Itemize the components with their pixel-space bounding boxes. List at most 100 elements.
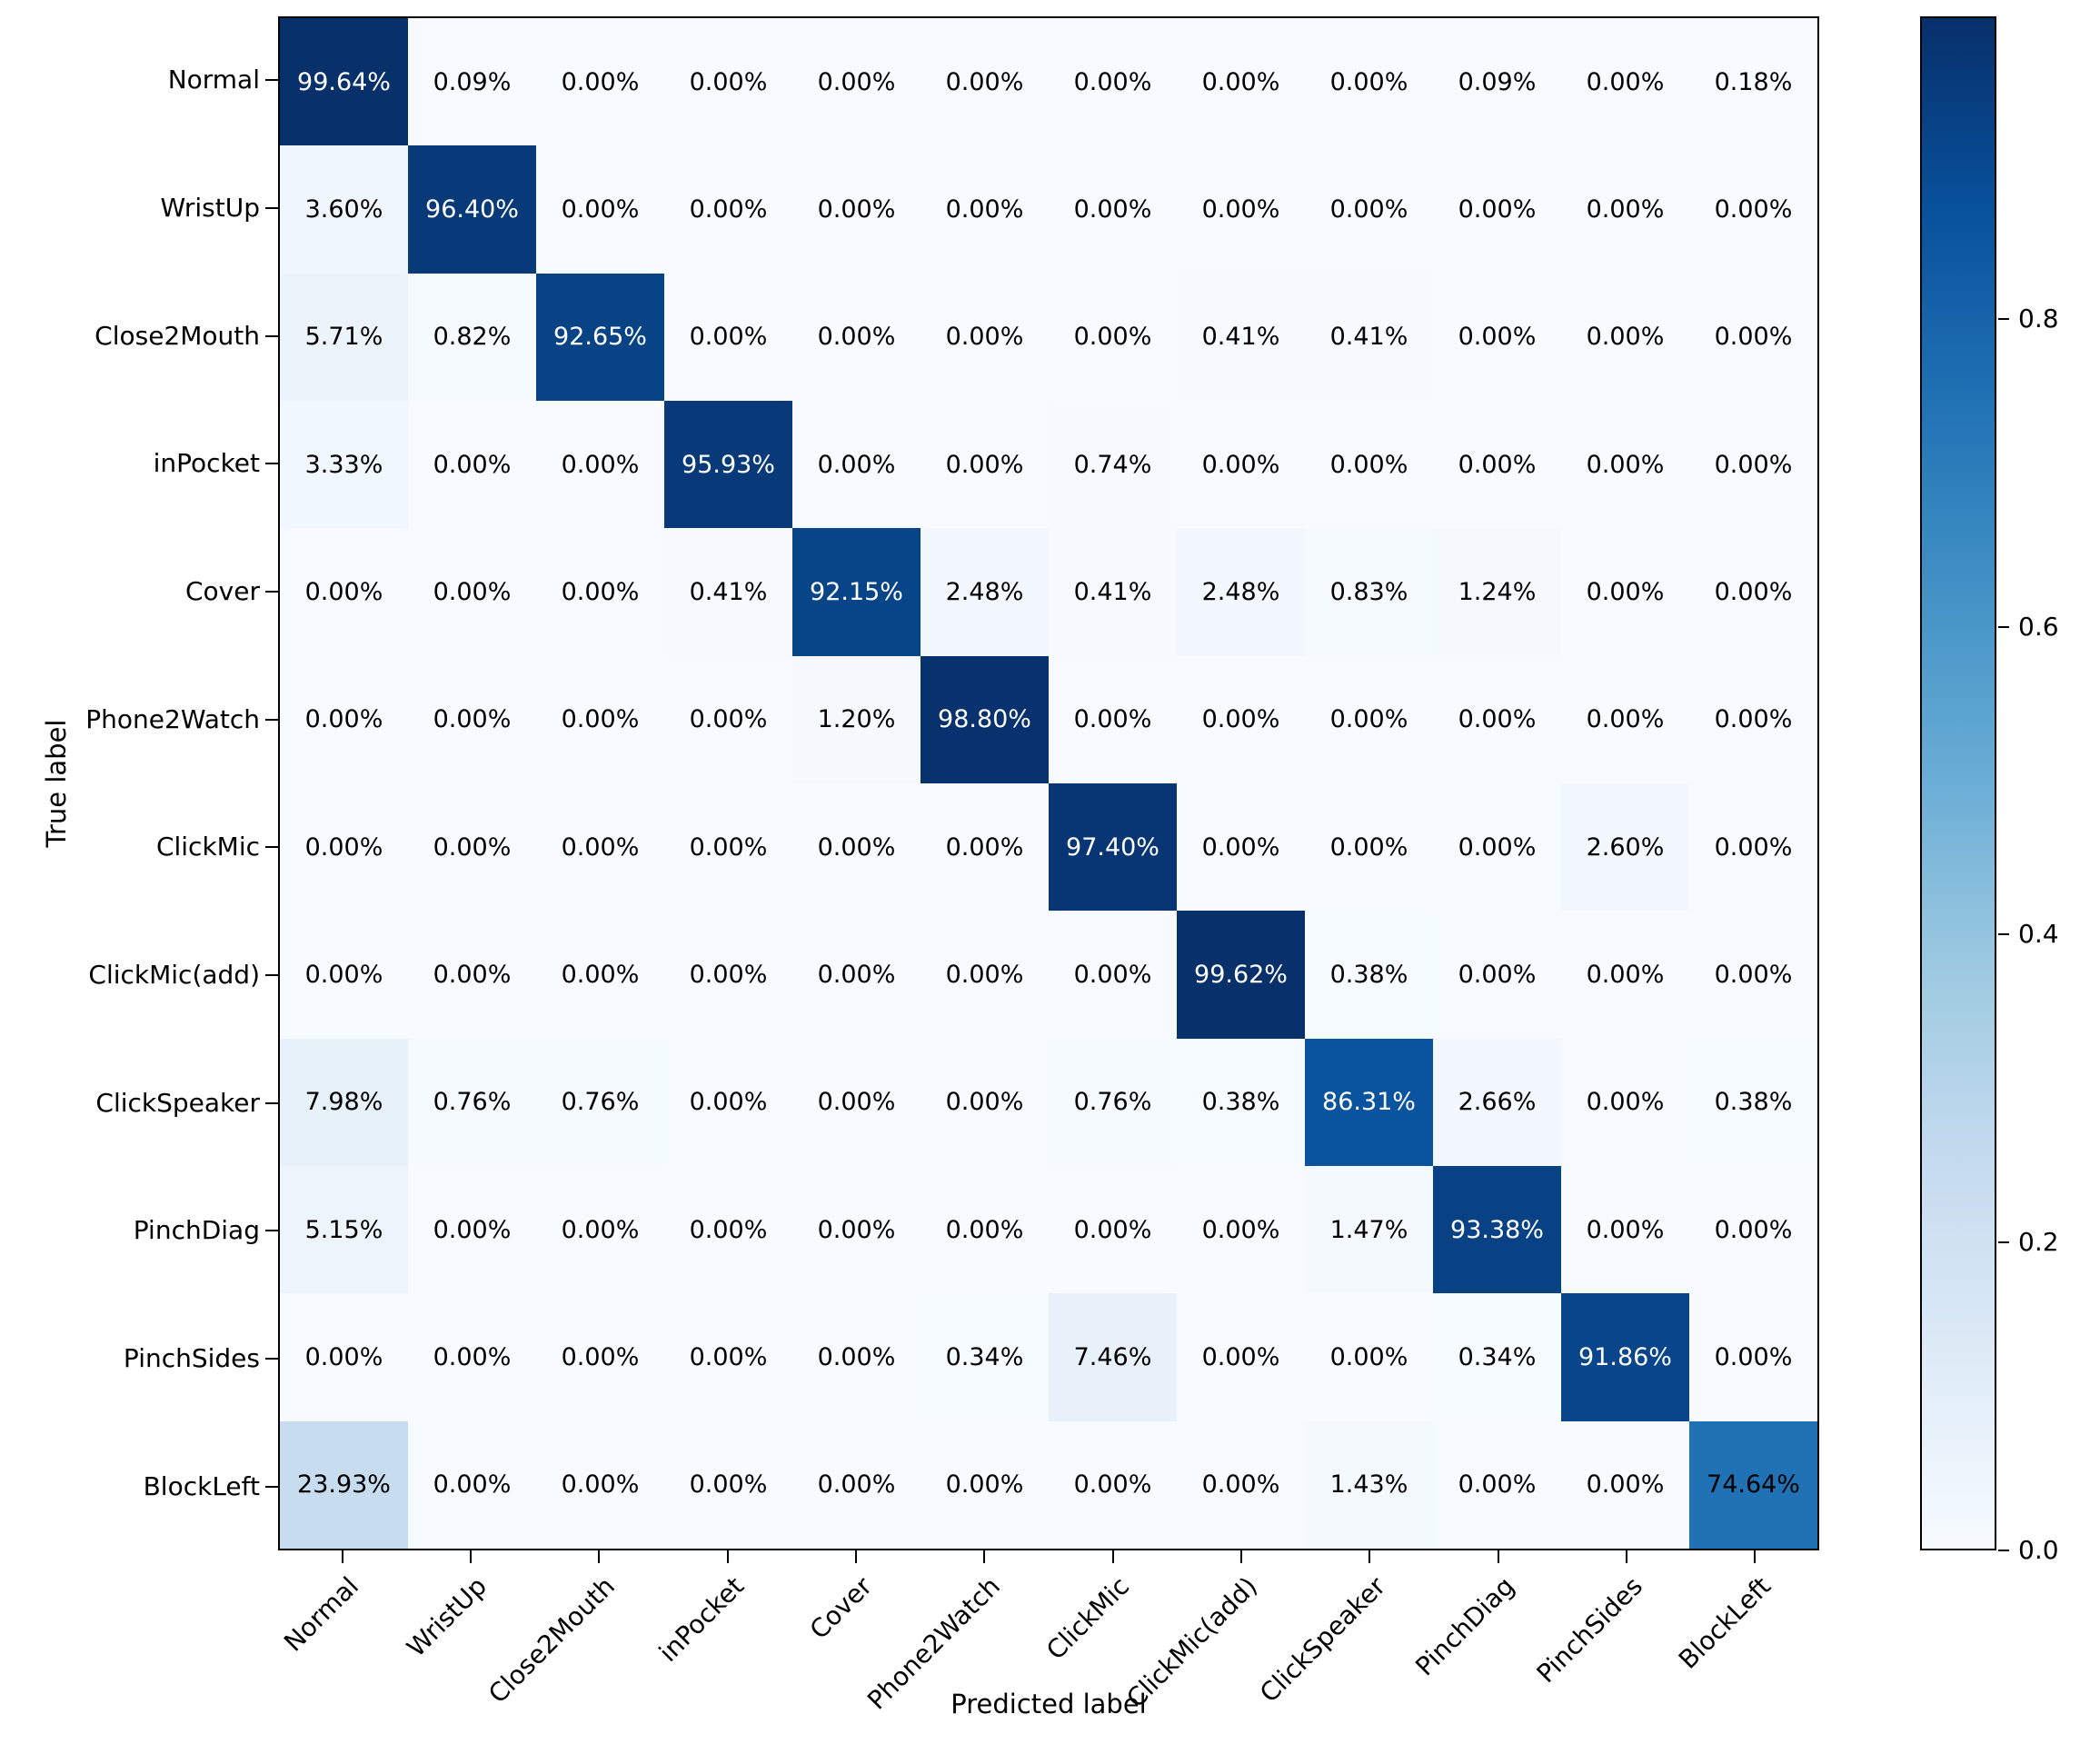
heatmap-cell: 0.00%: [792, 1293, 921, 1421]
y-tick-label: Cover: [185, 576, 260, 606]
heatmap-cell: 0.00%: [1049, 273, 1177, 401]
colorbar: [1920, 16, 1996, 1550]
y-tick-mark: [265, 718, 278, 721]
heatmap-cell: 99.64%: [280, 18, 408, 146]
heatmap-cell: 96.40%: [408, 145, 536, 274]
heatmap-cell: 0.00%: [1305, 145, 1433, 274]
heatmap-cell: 0.00%: [921, 911, 1049, 1039]
heatmap-cell: 0.00%: [536, 782, 664, 912]
colorbar-tick-label: 0.8: [2018, 303, 2059, 334]
y-tick-label: ClickMic: [155, 832, 260, 862]
heatmap-cell: 0.09%: [1433, 18, 1561, 146]
colorbar-tick-mark: [1998, 1241, 2009, 1244]
y-tick-label: Normal: [167, 65, 260, 95]
heatmap-cell: 0.00%: [792, 911, 921, 1039]
heatmap-cell: 2.48%: [1177, 528, 1305, 656]
heatmap-cell: 0.00%: [921, 145, 1049, 274]
heatmap-cell: 0.00%: [536, 400, 664, 529]
colorbar-tick-label: 0.0: [2018, 1535, 2059, 1565]
heatmap-cell: 0.00%: [280, 911, 408, 1039]
heatmap-cell: 0.00%: [1433, 655, 1561, 783]
colorbar-tick-mark: [1998, 625, 2009, 628]
heatmap-cell: 0.00%: [1561, 528, 1689, 656]
heatmap-cell: 0.00%: [1689, 145, 1817, 274]
heatmap-cell: 0.00%: [1433, 400, 1561, 529]
heatmap-cell: 0.00%: [408, 1165, 536, 1294]
heatmap-cell: 0.76%: [408, 1038, 536, 1166]
heatmap-cell: 0.00%: [792, 18, 921, 146]
heatmap-cell: 0.00%: [536, 18, 664, 146]
heatmap-cell: 0.00%: [664, 782, 792, 912]
heatmap-cell: 0.00%: [664, 911, 792, 1039]
heatmap-cell: 7.46%: [1049, 1293, 1177, 1421]
heatmap-cell: 0.00%: [1049, 655, 1177, 783]
x-tick-mark: [1497, 1550, 1499, 1563]
heatmap-cell: 0.00%: [1561, 911, 1689, 1039]
heatmap-cell: 3.60%: [280, 145, 408, 274]
x-tick-mark: [855, 1550, 857, 1563]
heatmap-cell: 0.00%: [1689, 1293, 1817, 1421]
heatmap-cell: 0.00%: [1049, 1420, 1177, 1549]
heatmap-cell: 0.00%: [1689, 655, 1817, 783]
heatmap-cell: 0.41%: [1305, 273, 1433, 401]
colorbar-tick-mark: [1998, 1550, 2009, 1551]
x-tick-mark: [1626, 1550, 1627, 1563]
heatmap-cell: 0.00%: [1561, 655, 1689, 783]
y-tick-mark: [265, 334, 278, 337]
heatmap-cell: 0.00%: [408, 528, 536, 656]
y-tick-mark: [265, 79, 278, 82]
heatmap-cell: 0.00%: [664, 1038, 792, 1166]
heatmap-cell: 0.00%: [280, 528, 408, 656]
heatmap-cell: 0.00%: [1433, 911, 1561, 1039]
heatmap-cell: 1.20%: [792, 655, 921, 783]
heatmap-cell: 0.00%: [1689, 528, 1817, 656]
heatmap-cell: 0.76%: [1049, 1038, 1177, 1166]
heatmap-cell: 93.38%: [1433, 1165, 1561, 1294]
heatmap-plot: 99.64% 0.09% 0.00% 0.00% 0.00% 0.00% 0.00% 0.00…: [278, 16, 1819, 1550]
heatmap-cell: 91.86%: [1561, 1293, 1689, 1421]
heatmap-cell: 0.00%: [1305, 655, 1433, 783]
heatmap-cell: 0.09%: [408, 18, 536, 146]
heatmap-cell: 0.00%: [536, 145, 664, 274]
heatmap-cell: 0.00%: [664, 1293, 792, 1421]
heatmap-cell: 0.38%: [1689, 1038, 1817, 1166]
y-axis-title: True label: [41, 719, 72, 848]
x-tick-mark: [341, 1550, 343, 1563]
heatmap-cell: 0.00%: [921, 1420, 1049, 1549]
heatmap-cell: 0.00%: [536, 911, 664, 1039]
y-tick-mark: [265, 591, 278, 593]
heatmap-cell: 0.00%: [280, 655, 408, 783]
heatmap-cell: 0.00%: [664, 145, 792, 274]
y-tick-mark: [265, 1101, 278, 1104]
y-tick-label: PinchSides: [123, 1343, 260, 1373]
heatmap-cell: 0.00%: [1305, 1293, 1433, 1421]
heatmap-cell: 0.00%: [664, 1420, 792, 1549]
heatmap-cell: 86.31%: [1305, 1038, 1433, 1166]
heatmap-cell: 0.00%: [921, 1165, 1049, 1294]
heatmap-cell: 0.00%: [1561, 273, 1689, 401]
heatmap-cell: 0.00%: [921, 1038, 1049, 1166]
heatmap-cell: 0.00%: [536, 528, 664, 656]
heatmap-cell: 0.00%: [1177, 18, 1305, 146]
heatmap-cell: 0.00%: [1561, 145, 1689, 274]
heatmap-cell: 0.00%: [792, 1038, 921, 1166]
heatmap-cell: 0.00%: [1433, 145, 1561, 274]
heatmap-cell: 0.00%: [921, 400, 1049, 529]
heatmap-cell: 0.00%: [536, 1293, 664, 1421]
x-tick-mark: [1240, 1550, 1242, 1563]
heatmap-cell: 0.00%: [1689, 911, 1817, 1039]
heatmap-cell: 0.00%: [792, 782, 921, 912]
heatmap-cell: 0.00%: [792, 400, 921, 529]
heatmap-cell: 0.00%: [1561, 1165, 1689, 1294]
heatmap-cell: 0.34%: [921, 1293, 1049, 1421]
heatmap-cell: 0.00%: [1049, 1165, 1177, 1294]
heatmap-cell: 0.00%: [921, 18, 1049, 146]
heatmap-cell: 2.60%: [1561, 782, 1689, 912]
heatmap-cell: 0.00%: [921, 782, 1049, 912]
y-tick-label: ClickMic(add): [88, 960, 260, 990]
y-tick-mark: [265, 207, 278, 209]
heatmap-cell: 1.24%: [1433, 528, 1561, 656]
heatmap-cell: 0.00%: [536, 655, 664, 783]
x-axis-title: Predicted label: [950, 1689, 1147, 1719]
heatmap-cell: 2.48%: [921, 528, 1049, 656]
